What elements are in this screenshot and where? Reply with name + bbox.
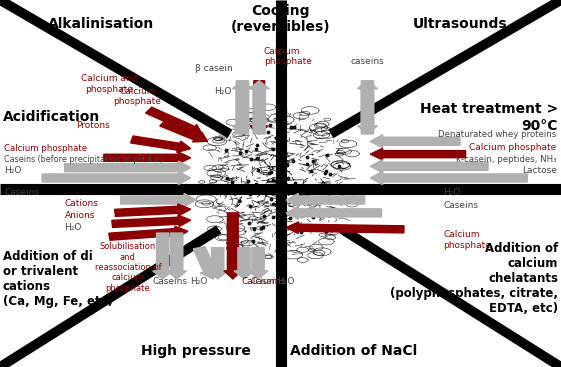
FancyArrow shape <box>232 81 252 134</box>
Text: H₂O: H₂O <box>4 166 22 175</box>
FancyArrow shape <box>167 233 187 279</box>
Text: Addition of di
or trivalent
cations
(Ca, Mg, Fe, etc): Addition of di or trivalent cations (Ca,… <box>3 250 113 308</box>
Text: H₂O: H₂O <box>443 188 461 197</box>
FancyArrow shape <box>370 171 527 185</box>
Text: Cooling
(reversibles): Cooling (reversibles) <box>231 4 330 34</box>
FancyArrow shape <box>286 193 365 207</box>
FancyArrow shape <box>153 233 173 279</box>
Text: Alkalinisation: Alkalinisation <box>48 17 154 30</box>
Text: Calcium
phosphate: Calcium phosphate <box>264 47 311 66</box>
FancyArrow shape <box>193 247 219 279</box>
FancyArrow shape <box>286 222 404 233</box>
Text: Calcium and
phosphate: Calcium and phosphate <box>81 74 137 94</box>
Text: Calcium
phosphate: Calcium phosphate <box>443 230 491 250</box>
Text: Cations: Cations <box>65 199 98 208</box>
Text: Protons: Protons <box>76 121 109 130</box>
FancyArrow shape <box>370 135 460 148</box>
Text: Acidification: Acidification <box>3 110 100 124</box>
Text: Calcium: Calcium <box>241 277 278 286</box>
Text: Caseins (before precipitation at pH 4.6): Caseins (before precipitation at pH 4.6) <box>4 155 163 164</box>
FancyArrow shape <box>357 81 378 134</box>
FancyArrow shape <box>357 81 378 134</box>
Text: Ultrasounds: Ultrasounds <box>413 17 507 30</box>
FancyArrow shape <box>250 81 268 134</box>
FancyArrow shape <box>146 107 202 134</box>
FancyArrow shape <box>370 148 466 160</box>
Text: Anions: Anions <box>65 211 95 220</box>
FancyArrow shape <box>249 81 269 134</box>
Text: Denaturated whey proteins: Denaturated whey proteins <box>438 130 557 139</box>
Text: Calcium phosphate: Calcium phosphate <box>469 142 557 152</box>
Text: Addition of
calcium
chelatants
(polyphosphates, citrate,
EDTA, etc): Addition of calcium chelatants (polyphos… <box>390 243 558 315</box>
Text: Lactose: Lactose <box>522 166 557 175</box>
Text: Calcium phosphate: Calcium phosphate <box>4 144 88 153</box>
FancyArrow shape <box>109 226 188 240</box>
FancyArrow shape <box>131 136 191 152</box>
Text: H₂O: H₂O <box>65 223 82 232</box>
FancyArrow shape <box>208 248 228 279</box>
Text: Solubilisation
and
reassociation of
calcium
phosphate: Solubilisation and reassociation of calc… <box>95 242 161 293</box>
FancyArrow shape <box>160 120 208 142</box>
FancyArrow shape <box>286 206 381 219</box>
FancyArrow shape <box>232 81 252 134</box>
Text: Addition of NaCl: Addition of NaCl <box>290 344 417 358</box>
FancyArrow shape <box>248 248 268 279</box>
FancyArrow shape <box>114 204 191 217</box>
Text: Heat treatment >
90°C: Heat treatment > 90°C <box>420 102 558 132</box>
Text: Calcium
phosphate: Calcium phosphate <box>113 87 162 106</box>
Text: Caseins: Caseins <box>443 201 478 210</box>
Text: Caseins: Caseins <box>251 277 286 286</box>
Text: High pressure: High pressure <box>141 344 251 358</box>
Text: H₂O: H₂O <box>190 277 208 286</box>
Text: Caseins: Caseins <box>153 277 188 286</box>
Text: κ-casein, peptides, NH₃: κ-casein, peptides, NH₃ <box>456 155 557 164</box>
FancyArrow shape <box>224 213 242 279</box>
FancyArrow shape <box>42 171 191 185</box>
Text: Caseins: Caseins <box>4 188 39 197</box>
FancyArrow shape <box>121 193 196 207</box>
FancyArrow shape <box>104 152 191 164</box>
FancyArrow shape <box>234 248 254 279</box>
Text: caseins: caseins <box>351 57 384 66</box>
Text: H₂O: H₂O <box>278 277 295 286</box>
FancyArrow shape <box>370 160 488 173</box>
FancyArrow shape <box>65 161 191 174</box>
Text: H₂O: H₂O <box>214 87 232 96</box>
Text: β casein: β casein <box>195 64 233 73</box>
FancyArrow shape <box>112 215 191 228</box>
